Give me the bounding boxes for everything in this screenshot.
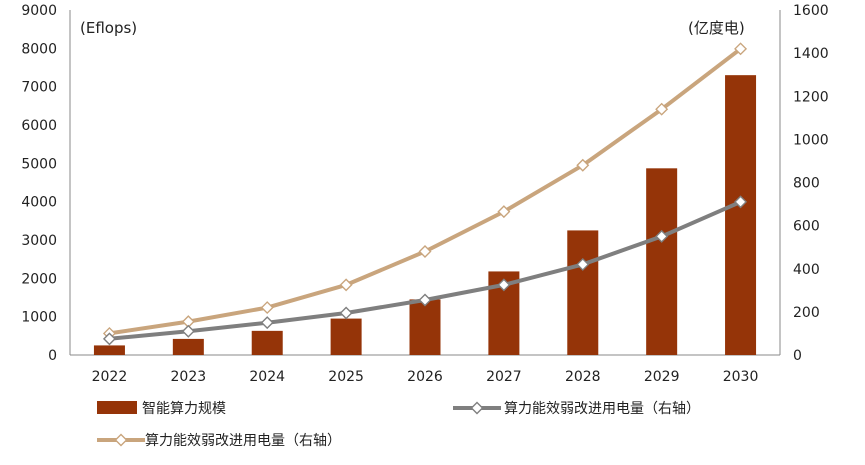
data-point-marker (102, 332, 116, 346)
data-point-marker (181, 324, 195, 338)
x-tick-label: 2026 (407, 369, 443, 385)
left-tick-label: 3000 (21, 233, 57, 249)
left-tick-label: 5000 (21, 156, 57, 172)
bar (251, 330, 283, 355)
bar (567, 230, 599, 355)
right-tick-label: 200 (793, 305, 820, 321)
data-point-marker (339, 306, 353, 320)
legend-swatch-marker (470, 401, 484, 415)
data-point-marker (339, 278, 353, 292)
bar (646, 168, 678, 355)
right-tick-label: 600 (793, 219, 820, 235)
left-tick-label: 4000 (21, 195, 57, 211)
bar (725, 75, 757, 356)
data-point-marker (260, 301, 274, 315)
data-point-marker (655, 229, 669, 243)
x-tick-label: 2023 (171, 369, 207, 385)
legend: 智能算力规模 算力能效弱改进用电量（右轴）算力能效弱改进用电量（右轴） (97, 401, 700, 449)
bars-layer (93, 75, 757, 356)
x-tick-label: 2030 (723, 369, 759, 385)
left-tick-label: 6000 (21, 118, 57, 134)
left-tick-label: 8000 (21, 41, 57, 57)
x-tick-label: 2022 (92, 369, 128, 385)
left-tick-label: 1000 (21, 310, 57, 326)
legend-swatch-bar (97, 401, 137, 414)
bar (330, 318, 362, 355)
x-tick-label: 2025 (328, 369, 364, 385)
x-tick-label: 2028 (565, 369, 601, 385)
right-tick-label: 1000 (793, 132, 829, 148)
right-tick-label: 800 (793, 176, 820, 192)
data-point-marker (655, 102, 669, 116)
legend-label: 算力能效弱改进用电量（右轴） (504, 401, 700, 417)
right-tick-label: 1600 (793, 3, 829, 19)
left-tick-label: 2000 (21, 271, 57, 287)
right-tick-label: 1400 (793, 46, 829, 62)
x-tick-label: 2027 (486, 369, 522, 385)
data-point-marker (418, 293, 432, 307)
bar (93, 345, 125, 355)
legend-label: 算力能效弱改进用电量（右轴） (145, 433, 341, 449)
legend-swatch-marker (114, 433, 128, 447)
data-point-marker (576, 158, 590, 172)
data-point-marker (576, 257, 590, 271)
bar (172, 338, 204, 355)
data-point-marker (734, 42, 748, 56)
data-point-marker (418, 245, 432, 258)
right-tick-label: 400 (793, 262, 820, 278)
x-tick-label: 2024 (249, 369, 285, 385)
data-point-marker (497, 278, 511, 292)
lines-layer (102, 42, 748, 346)
data-point-marker (734, 195, 748, 209)
bar (409, 299, 441, 355)
right-tick-label: 0 (793, 348, 802, 364)
x-tick-label: 2029 (644, 369, 680, 385)
left-tick-label: 7000 (21, 80, 57, 96)
legend-label: 智能算力规模 (142, 401, 226, 417)
data-point-marker (497, 205, 511, 219)
left-axis-unit-label: (Eflops) (80, 19, 137, 37)
left-tick-label: 9000 (21, 3, 57, 19)
left-tick-label: 0 (48, 348, 57, 364)
right-axis-unit-label: (亿度电) (688, 19, 745, 37)
ticks-layer: 0 1000 2000 3000 4000 5000 6000 7000 8000 9000 0 20… (21, 3, 828, 385)
data-point-marker (260, 316, 274, 330)
right-tick-label: 1200 (793, 89, 829, 105)
series-line (107, 46, 743, 336)
